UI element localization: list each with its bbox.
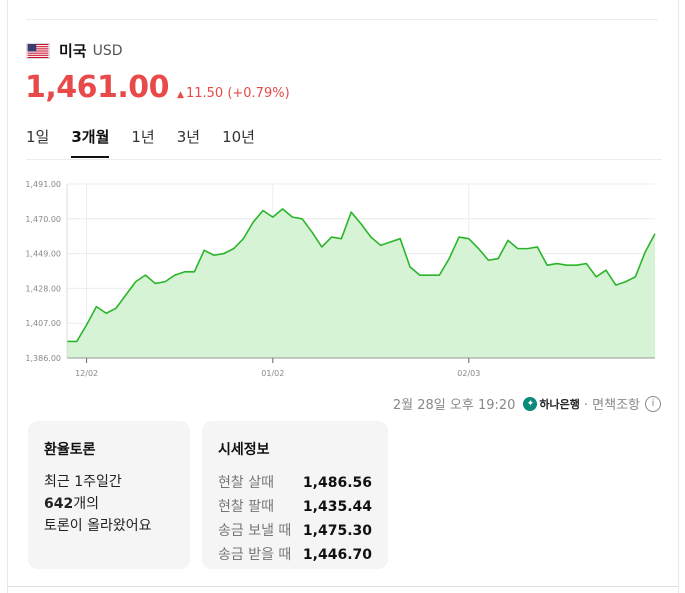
tab-10y[interactable]: 10년 <box>222 128 255 146</box>
top-divider <box>26 19 658 20</box>
bottom-divider <box>7 586 678 587</box>
discussion-line2: 642개의 <box>44 493 174 515</box>
currency-code: USD <box>92 42 123 59</box>
y-tick-label: 1,428.00 <box>25 284 61 293</box>
timestamp-row: 2월 28일 오후 19:20 ✦ 하나은행 · 면책조항 i <box>393 394 661 413</box>
us-flag-icon <box>26 42 50 59</box>
discussion-text: 최근 1주일간 642개의 토론이 올라왔어요 <box>44 471 174 537</box>
panel-frame <box>7 0 679 593</box>
up-triangle-icon: ▲ <box>177 90 184 100</box>
timestamp-text: 2월 28일 오후 19:20 <box>392 398 516 413</box>
y-tick-label: 1,491.00 <box>25 180 61 189</box>
tab-1y[interactable]: 1년 <box>131 128 155 146</box>
discussion-line1: 최근 1주일간 <box>44 474 122 490</box>
rate-value: 1,486.56 <box>302 475 372 491</box>
market-info-card: 시세정보 현찰 살때 1,486.56 현찰 팔때 1,435.44 송금 보낼… <box>202 421 388 569</box>
market-info-title: 시세정보 <box>218 442 270 458</box>
rate-row-transfer-receive: 송금 받을 때 1,446.70 <box>218 543 372 567</box>
disclaimer-link[interactable]: · 면책조항 <box>583 398 640 413</box>
y-tick-label: 1,407.00 <box>25 319 61 328</box>
current-price: 1,461.00 <box>25 70 170 105</box>
tab-3m[interactable]: 3개월 <box>71 126 110 158</box>
info-icon[interactable]: i <box>645 395 661 412</box>
y-tick-label: 1,386.00 <box>25 354 61 363</box>
series-line <box>67 208 656 343</box>
period-tabs: 1일 3개월 1년 3년 10년 <box>26 126 277 158</box>
rate-value: 1,475.30 <box>302 523 372 539</box>
rate-label: 송금 받을 때 <box>218 547 292 563</box>
rate-label: 현찰 살때 <box>218 475 274 491</box>
rate-row-cash-sell: 현찰 팔때 1,435.44 <box>218 495 372 519</box>
y-tick-label: 1,470.00 <box>25 215 61 224</box>
rate-label: 송금 보낼 때 <box>218 523 292 539</box>
country-name: 미국 <box>59 42 87 60</box>
hana-bank-logo: ✦ 하나은행 <box>523 396 580 412</box>
rate-row-transfer-send: 송금 보낼 때 1,475.30 <box>218 519 372 543</box>
price-change-value: 11.50 (+0.79%) <box>185 86 290 101</box>
rate-row-cash-buy: 현찰 살때 1,486.56 <box>218 471 372 495</box>
hana-bank-icon: ✦ <box>523 396 538 411</box>
rate-value: 1,435.44 <box>302 499 372 515</box>
price-row: 1,461.00 ▲ 11.50 (+0.79%) <box>25 70 290 105</box>
x-tick-label: 12/02 <box>75 369 98 378</box>
tab-1d[interactable]: 1일 <box>26 128 50 146</box>
discussion-count: 642 <box>44 496 74 512</box>
rate-label: 현찰 팔때 <box>218 499 274 515</box>
area-fill <box>67 208 655 358</box>
x-tick-label: 02/03 <box>457 369 480 378</box>
currency-header: 미국 USD <box>26 40 123 61</box>
rate-value: 1,446.70 <box>302 547 372 563</box>
tab-3y[interactable]: 3년 <box>176 128 201 146</box>
discussion-count-suffix: 개의 <box>73 496 99 512</box>
tab-divider <box>26 159 662 160</box>
discussion-line3: 토론이 올라왔어요 <box>44 518 152 534</box>
y-tick-label: 1,449.00 <box>25 250 61 259</box>
discussion-title: 환율토론 <box>44 442 96 458</box>
x-tick-label: 01/02 <box>261 369 284 378</box>
bank-name: 하나은행 <box>539 397 580 411</box>
discussion-card[interactable]: 환율토론 최근 1주일간 642개의 토론이 올라왔어요 <box>28 421 190 569</box>
exchange-rate-chart[interactable]: 1,491.00 1,470.00 1,449.00 1,428.00 1,407.00… <box>0 160 685 390</box>
price-change: ▲ 11.50 (+0.79%) <box>177 86 290 101</box>
